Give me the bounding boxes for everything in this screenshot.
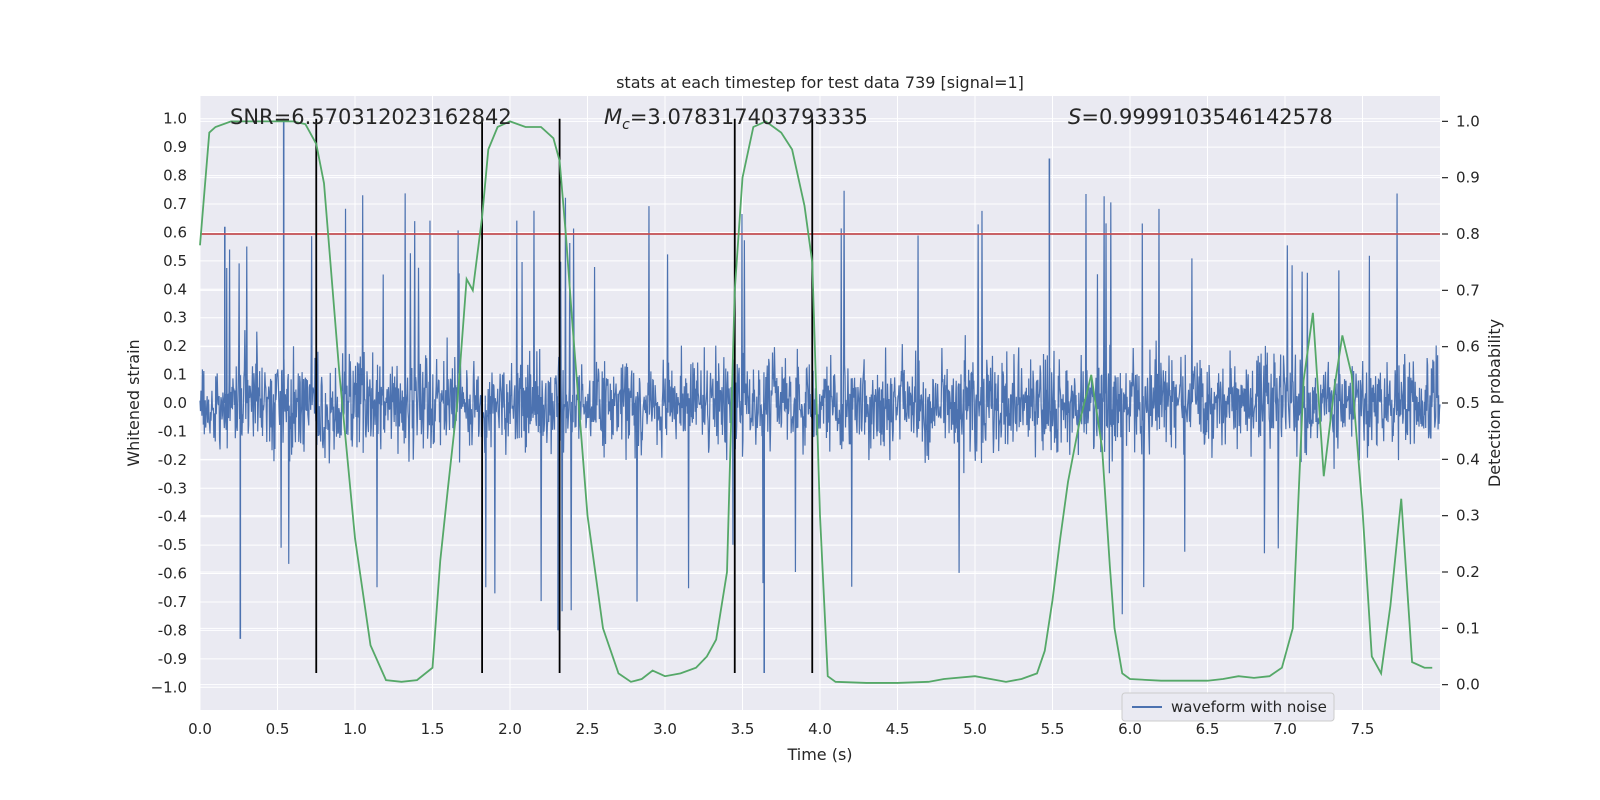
y2-tick-label: 0.6 bbox=[1456, 338, 1480, 356]
detection-probability-line bbox=[199, 120, 1433, 684]
vertical-lines bbox=[315, 118, 814, 674]
y-tick-label: 0.5 bbox=[163, 252, 187, 270]
y2-tick-label: 0.8 bbox=[1456, 225, 1480, 243]
y2-axis-label: Detection probability bbox=[1485, 319, 1504, 487]
legend-box bbox=[1121, 692, 1335, 722]
y-tick-label: -0.1 bbox=[158, 422, 187, 440]
y2-tick-label: 0.0 bbox=[1456, 676, 1480, 694]
x-tick-label: 4.0 bbox=[808, 720, 832, 738]
x-tick-label: 2.5 bbox=[576, 720, 600, 738]
snr-score-annotation: S=0.9999103546142578 bbox=[1068, 105, 1333, 129]
waveform-line bbox=[199, 190, 1441, 615]
y2-axis-ticks: 1.0 0.9 0.8 0.7 0.6 0.5 0.4 0.3 0.2 0.1 0.0 bbox=[1442, 112, 1480, 694]
score-symbol: S bbox=[1068, 105, 1081, 129]
x-tick-label: 2.0 bbox=[498, 720, 522, 738]
y-tick-label: 0.7 bbox=[163, 195, 187, 213]
x-axis-label: Time (s) bbox=[786, 745, 852, 764]
y2-tick-label: 1.0 bbox=[1456, 112, 1480, 130]
x-tick-label: 6.5 bbox=[1196, 720, 1220, 738]
y-tick-label: 0.4 bbox=[163, 280, 187, 298]
snr-annotation: SNR=6.570312023162842 bbox=[230, 105, 512, 129]
score-value: =0.9999103546142578 bbox=[1081, 105, 1332, 129]
y-tick-label: 1.0 bbox=[163, 110, 187, 128]
y-tick-label: -0.4 bbox=[158, 508, 187, 526]
y-tick-label: -0.5 bbox=[158, 536, 187, 554]
x-tick-label: 5.5 bbox=[1041, 720, 1065, 738]
x-tick-label: 1.5 bbox=[421, 720, 445, 738]
x-tick-label: 6.0 bbox=[1118, 720, 1142, 738]
y2-tick-label: 0.2 bbox=[1456, 563, 1480, 581]
y-tick-label: -0.8 bbox=[158, 621, 187, 639]
y-tick-label: -0.7 bbox=[158, 593, 187, 611]
x-tick-label: 3.5 bbox=[731, 720, 755, 738]
y-tick-label: 0.1 bbox=[163, 366, 187, 384]
x-tick-label: 1.0 bbox=[343, 720, 367, 738]
y2-tick-label: 0.1 bbox=[1456, 619, 1480, 637]
y-tick-label: -0.9 bbox=[158, 650, 187, 668]
chirp-mass-symbol: M bbox=[604, 105, 622, 129]
legend-label-waveform: waveform with noise bbox=[1171, 698, 1327, 716]
detection-probability-series bbox=[199, 120, 1433, 684]
x-tick-label: 5.0 bbox=[963, 720, 987, 738]
y2-tick-label: 0.3 bbox=[1456, 507, 1480, 525]
y-tick-label: 0.0 bbox=[163, 394, 187, 412]
y-axis-label: Whitened strain bbox=[124, 339, 143, 466]
x-tick-label: 7.5 bbox=[1351, 720, 1375, 738]
y-tick-label: −1.0 bbox=[151, 678, 187, 696]
y-tick-label: 0.2 bbox=[163, 337, 187, 355]
x-tick-label: 7.0 bbox=[1273, 720, 1297, 738]
chirp-mass-subscript: c bbox=[622, 117, 630, 133]
x-tick-label: 0.5 bbox=[266, 720, 290, 738]
x-tick-label: 4.5 bbox=[886, 720, 910, 738]
y-tick-label: 0.6 bbox=[163, 223, 187, 241]
y-tick-label: -0.2 bbox=[158, 451, 187, 469]
chirp-mass-value: =3.078317403793335 bbox=[630, 105, 868, 129]
y-tick-label: 0.9 bbox=[163, 138, 187, 156]
y2-tick-label: 0.5 bbox=[1456, 394, 1480, 412]
x-axis-ticks: 0.0 0.5 1.0 1.5 2.0 2.5 3.0 3.5 4.0 4.5 5.0 5.5 6.0 6… bbox=[188, 720, 1374, 738]
chart-title: stats at each timestep for test data 739… bbox=[616, 73, 1024, 92]
y-tick-label: -0.6 bbox=[158, 565, 187, 583]
x-tick-label: 3.0 bbox=[653, 720, 677, 738]
chirp-mass-annotation: Mc=3.078317403793335 bbox=[604, 105, 868, 133]
y2-tick-label: 0.9 bbox=[1456, 169, 1480, 187]
legend: waveform with noise bbox=[1121, 692, 1335, 722]
y2-tick-label: 0.4 bbox=[1456, 450, 1480, 468]
waveform-with-noise-series bbox=[199, 118, 1441, 674]
y2-tick-label: 0.7 bbox=[1456, 281, 1480, 299]
y-tick-label: 0.3 bbox=[163, 309, 187, 327]
y-axis-ticks: 1.0 0.9 0.8 0.7 0.6 0.5 0.4 0.3 0.2 0.1 0.0 -0.1 -0.… bbox=[151, 110, 187, 697]
x-tick-label: 0.0 bbox=[188, 720, 212, 738]
y-tick-label: 0.8 bbox=[163, 167, 187, 185]
y-tick-label: -0.3 bbox=[158, 479, 187, 497]
